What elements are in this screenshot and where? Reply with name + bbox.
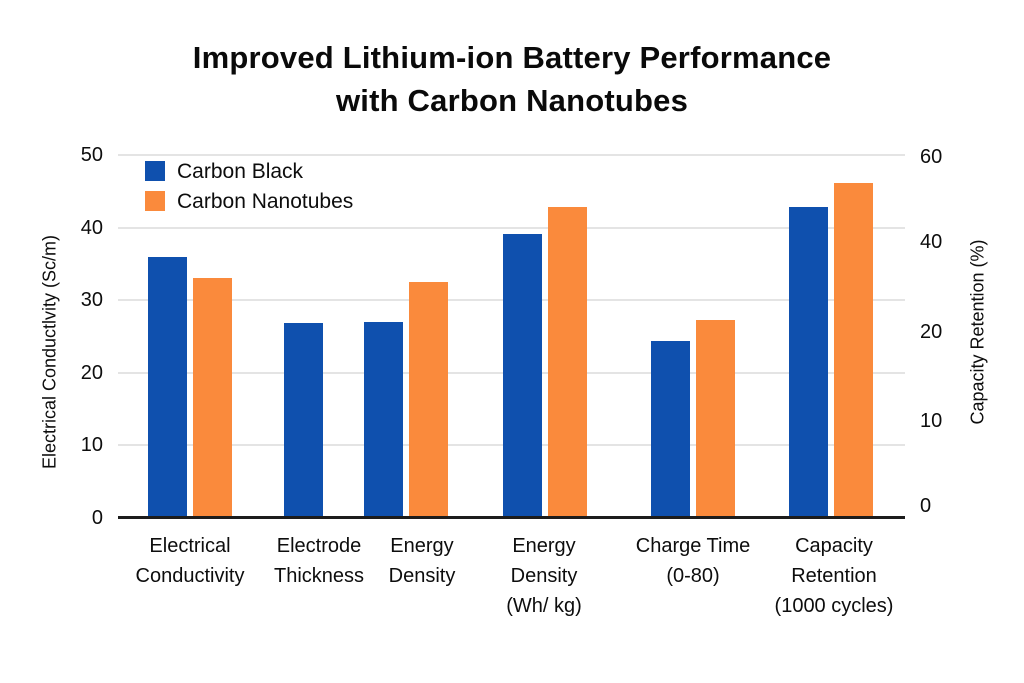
legend-label-2: Carbon Nanotubes <box>177 189 354 213</box>
plot-area <box>118 154 905 518</box>
bar-carbon-black-group-3 <box>364 321 403 518</box>
bar-carbon-black-group-6 <box>789 207 828 518</box>
y-axis-tick-left-50: 50 <box>80 144 103 166</box>
legend-item-2: Carbon Nanotubes <box>145 189 354 213</box>
y-axis-tick-left-10: 10 <box>80 434 103 457</box>
chart-title: Improved Lithium-ion Battery Performance… <box>192 40 832 118</box>
y-axis-tick-left-0: 0 <box>91 507 103 529</box>
bar-carbon-black-group-1 <box>148 256 187 518</box>
bar-carbon-nanotubes-group-1 <box>193 278 232 518</box>
y-axis-tick-right-40: 40 <box>920 231 943 253</box>
bar-carbon-nanotubes-group-4 <box>547 207 587 518</box>
bar-carbon-nanotubes-group-5 <box>696 319 735 518</box>
gridline <box>118 154 905 156</box>
legend-label-1: Carbon Black <box>177 159 304 183</box>
legend-swatch-2 <box>145 191 165 211</box>
x-axis-category-5: Charge Time (0-80) <box>635 535 751 587</box>
gridline <box>118 226 905 229</box>
y-axis-tick-right-20: 20 <box>920 321 943 343</box>
bar-carbon-black-group-4 <box>502 234 542 518</box>
y-axis-tick-left-40: 40 <box>80 216 103 239</box>
x-axis-category-6: Capacity Retention (1000 cycles) <box>774 535 894 617</box>
legend-item-1: Carbon Black <box>145 159 353 183</box>
y-axis-title-right: Capacity Retention (%) <box>967 239 988 425</box>
y-axis-tick-left-20: 20 <box>80 361 103 384</box>
bar-carbon-black-group-5 <box>651 340 690 518</box>
y-axis-tick-right-60: 60 <box>920 146 943 168</box>
y-axis-tick-left-30: 30 <box>80 289 103 312</box>
x-axis-category-2: Electrode Thickness <box>273 535 365 587</box>
y-axis-tick-right-10: 10 <box>920 410 943 432</box>
bar-carbon-nanotubes-group-3 <box>409 282 448 518</box>
x-axis-category-3: Energy Density <box>388 535 456 587</box>
legend-swatch-1 <box>145 161 165 181</box>
x-axis-line <box>118 516 905 519</box>
y-axis-tick-right-0: 0 <box>920 495 932 517</box>
bar-carbon-nanotubes-group-6 <box>834 183 873 518</box>
bar-carbon-black-group-2 <box>284 323 323 518</box>
legend: Carbon Black Carbon Nanotubes <box>145 159 354 213</box>
x-axis-category-4: Energy Density (Wh/ kg) <box>506 535 582 617</box>
x-axis-category-1: Electrical Conductivity <box>135 535 245 587</box>
